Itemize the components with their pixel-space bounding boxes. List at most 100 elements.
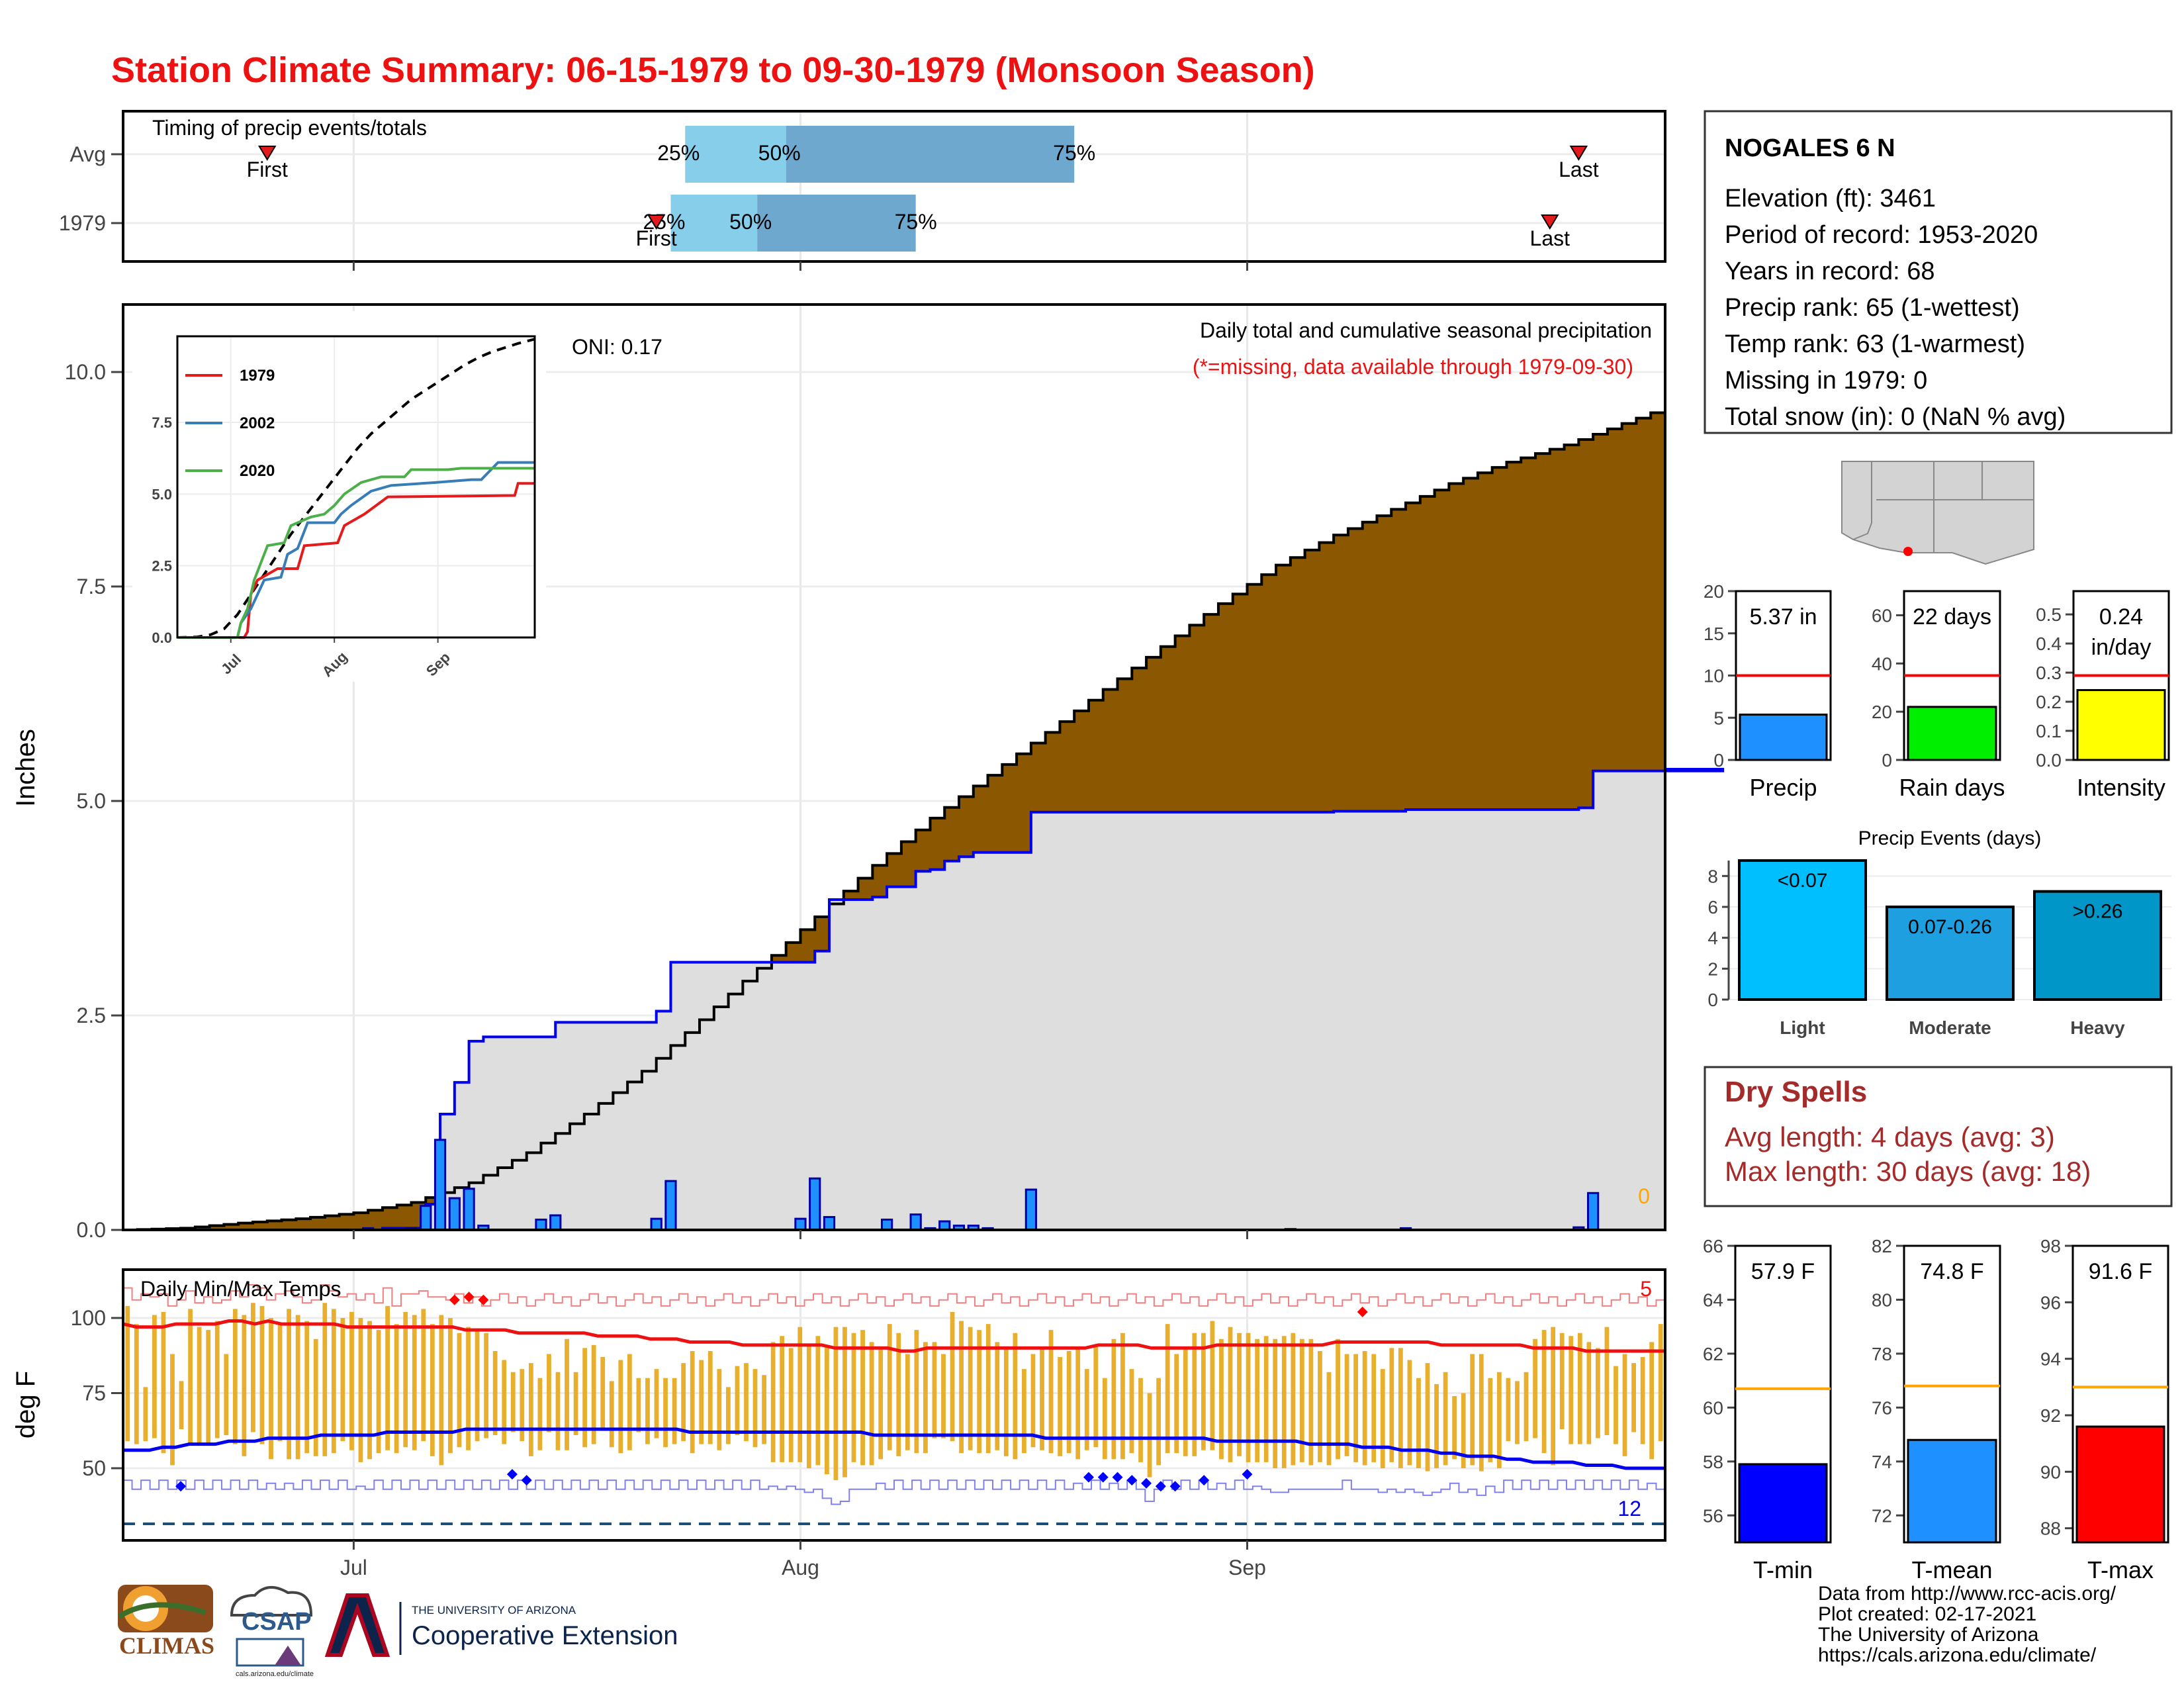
summary-y-tick-label: 15 [1704, 624, 1724, 644]
precip-event-bar-label-moderate: 0.07-0.26 [1908, 916, 1992, 938]
summary-y-tick-label: 0.3 [2036, 663, 2062, 683]
map-state-borders [1852, 461, 2034, 553]
station-info-line: Period of record: 1953-2020 [1725, 221, 2038, 249]
daily-precip-bar [535, 1218, 547, 1231]
summary-y-tick-label: 88 [2040, 1519, 2061, 1539]
timing-first-marker-1979 [647, 214, 666, 230]
inset-legend-label-1979: 1979 [240, 367, 275, 385]
record-low-marker [1112, 1472, 1123, 1483]
station-info-line: Total snow (in): 0 (NaN % avg) [1725, 403, 2066, 431]
summary-y-tick-label: 5 [1713, 708, 1724, 728]
record-low-marker [506, 1469, 518, 1480]
timing-iqr-low-Avg [685, 126, 786, 183]
precip-event-bar-moderate [1886, 906, 2015, 1001]
summary-value-bar [2076, 688, 2166, 761]
summary-y-tick-label: 78 [1872, 1344, 1892, 1364]
climas-logo: CLIMAS [117, 1585, 214, 1659]
precip-y-axis-title: Inches [11, 729, 40, 807]
avg-tmax-line [122, 1319, 1665, 1353]
daily-precip-bar [549, 1214, 562, 1231]
record-low-marker [175, 1481, 187, 1492]
summary-label: Intensity [2077, 774, 2165, 801]
temp-y-tick-label: 50 [82, 1456, 106, 1480]
precip-events-chart: Precip Events (days) 0 2 4 6 8 <0.07 Light 0.07-… [1707, 827, 2171, 1038]
timing-p25-label-Avg: 25% [657, 141, 700, 165]
summary-y-tick-label: 96 [2040, 1292, 2061, 1313]
page-title: Station Climate Summary: 06-15-1979 to 0… [111, 50, 1315, 90]
precip-y-tick-label: 5.0 [77, 789, 106, 813]
summary-bar-precip: 0 5 10 15 20 5.37 in Precip [1704, 581, 1832, 801]
summary-y-tick-label: 66 [1703, 1236, 1723, 1256]
temperature-panel: 50 75 100 Daily Min/Max Temps 5 12 deg F Jul Aug… [11, 1268, 1666, 1579]
temp-summary-t-min: 56 58 60 62 64 66 57.9 F T-min [1703, 1236, 1832, 1583]
daily-precip-bar [420, 1205, 432, 1231]
timing-last-marker-Avg [1569, 146, 1588, 161]
avg-tmin-line [123, 1427, 1665, 1470]
year-cumulative-line [123, 768, 1725, 1231]
summary-y-tick-label: 20 [1704, 581, 1724, 602]
location-map [1841, 461, 2034, 565]
summary-y-tick-label: 58 [1703, 1452, 1723, 1472]
record-low-marker [1199, 1475, 1210, 1486]
summary-y-tick-label: 0.2 [2036, 692, 2062, 712]
station-location-marker [1903, 547, 1913, 556]
ua-extension-text: Cooperative Extension [412, 1621, 678, 1650]
summary-y-tick-label: 74 [1872, 1452, 1892, 1472]
missing-count-label: 0 [1638, 1184, 1650, 1208]
daily-precip-bar [794, 1217, 807, 1231]
summary-y-tick-label: 0.4 [2036, 633, 2062, 654]
record-low-marker [1242, 1469, 1253, 1480]
summary-y-tick-label: 40 [1872, 653, 1892, 674]
summary-y-tick-label: 56 [1703, 1505, 1723, 1526]
record-high-marker [1357, 1306, 1368, 1317]
daily-precip-bar [650, 1217, 662, 1231]
timing-panel-label: Timing of precip events/totals [152, 116, 427, 140]
timing-first-label-Avg: First [247, 158, 288, 181]
summary-y-tick-label: 0 [1713, 750, 1724, 771]
record-low-marker [1126, 1475, 1138, 1486]
summary-y-tick-label: 0 [1882, 750, 1892, 771]
dry-spells-avg: Avg length: 4 days (avg: 3) [1725, 1121, 2055, 1152]
precip-event-bar-label-light: <0.07 [1778, 870, 1828, 892]
events-y-tick-label: 8 [1707, 866, 1718, 886]
precip-panel-frame [122, 303, 1666, 1231]
summary-value-text: 22 days [1913, 604, 1991, 630]
summary-bar-intensity: 0.0 0.1 0.2 0.3 0.4 0.5 0.24 in/day Intensity [2036, 590, 2170, 801]
summary-label: Rain days [1899, 774, 2005, 801]
temp-panel-label: Daily Min/Max Temps [140, 1277, 341, 1301]
summary-value-text: 74.8 F [1920, 1259, 1983, 1284]
record-high-line [123, 1284, 1665, 1307]
inset-y-tick-label: 5.0 [152, 486, 172, 502]
temp-y-tick-label: 75 [82, 1382, 106, 1405]
timing-row-label-Avg: Avg [69, 142, 106, 166]
footer-line-data-source: Data from http://www.rcc-acis.org/ [1818, 1583, 2116, 1605]
summary-y-tick-label: 94 [2040, 1349, 2061, 1370]
ua-small-text: THE UNIVERSITY OF ARIZONA [412, 1604, 576, 1617]
csap-logo-text: CSAP [242, 1608, 312, 1636]
summary-y-tick-label: 72 [1872, 1505, 1892, 1526]
summary-y-tick-label: 76 [1872, 1397, 1892, 1418]
dry-spells-frame [1704, 1066, 2173, 1207]
summary-y-tick-label: 0.1 [2036, 721, 2062, 741]
precip-event-bar-label-heavy: >0.26 [2073, 901, 2123, 923]
summary-bar-rain-days: 0 20 40 60 22 days Rain days [1872, 590, 2005, 801]
station-info-line: Years in record: 68 [1725, 258, 1935, 285]
daily-precip-bar [823, 1216, 836, 1231]
summary-y-tick-label: 80 [1872, 1289, 1892, 1310]
summary-y-tick-label: 82 [1872, 1236, 1892, 1256]
timing-p50-label-1979: 50% [729, 210, 772, 234]
summary-label: T-mean [1911, 1556, 1992, 1583]
footer-credits: Data from http://www.rcc-acis.org/ Plot … [1818, 1583, 2116, 1665]
record-high-marker [463, 1291, 475, 1303]
temp-count-top: 5 [1640, 1277, 1652, 1301]
precip-event-category-heavy: Heavy [2070, 1017, 2125, 1038]
summary-value-bar [1907, 1438, 1997, 1544]
x-axis-tick-label: Sep [1228, 1556, 1266, 1579]
avg-cumulative-line [123, 407, 1666, 1231]
csap-logo: CSAP cals.arizona.edu/climate [230, 1586, 314, 1678]
record-low-marker [1155, 1481, 1166, 1492]
precip-event-bar-light [1738, 859, 1867, 1001]
summary-y-tick-label: 92 [2040, 1405, 2061, 1426]
summary-value-text: 0.24 [2099, 604, 2143, 630]
university-of-arizona-logo: THE UNIVERSITY OF ARIZONA Cooperative Ex… [324, 1593, 678, 1657]
